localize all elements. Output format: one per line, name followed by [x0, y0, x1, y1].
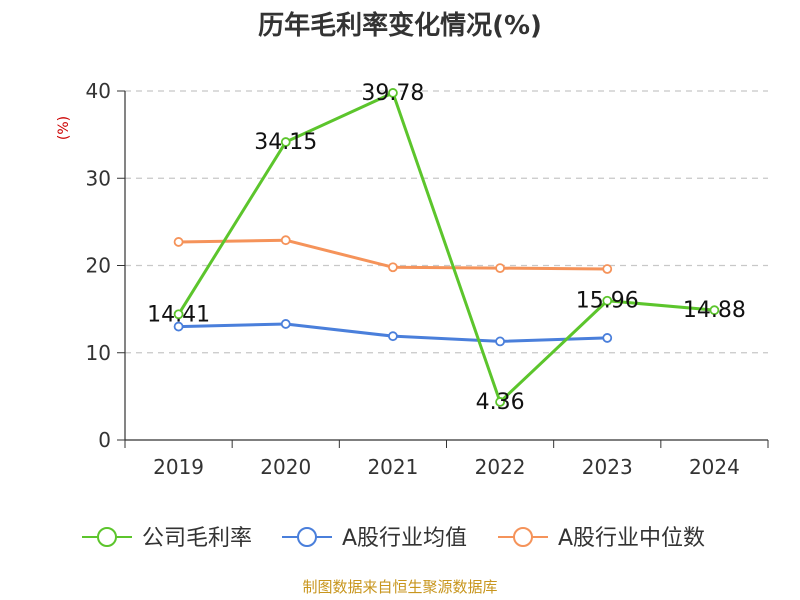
gridlines [125, 90, 768, 354]
x-tick-label: 2020 [260, 455, 311, 479]
data-point [173, 309, 184, 320]
data-point [173, 321, 184, 332]
data-point [495, 397, 505, 407]
legend-label: 公司毛利率 [142, 526, 252, 551]
data-label: 34.15 [254, 130, 317, 155]
x-tick-label: 2021 [367, 455, 418, 479]
x-tick-label: 2022 [475, 455, 526, 479]
series-line [177, 91, 715, 404]
data-point [602, 295, 613, 306]
data-label: 14.41 [147, 302, 210, 327]
data-point [602, 264, 613, 274]
data-point [709, 305, 720, 316]
data-point [495, 263, 505, 274]
data-point [388, 88, 398, 98]
chart-title: 历年毛利率变化情况(%) [258, 10, 542, 41]
legend-item-3: A股行业中位数 [498, 526, 705, 551]
series-1: 14.41 34.15 39.78 4.36 15.96 14.88 [147, 81, 746, 415]
data-label: 4.36 [476, 390, 525, 415]
data-label: 39.78 [361, 81, 424, 106]
legend-marker [513, 527, 533, 547]
axes: 0 10 20 30 40 2019 2020 2021 2022 2023 2024 [86, 79, 769, 479]
x-tick-label: 2019 [153, 455, 204, 479]
y-tick-label: 20 [86, 254, 111, 278]
series-3 [173, 235, 613, 274]
data-point [495, 336, 505, 347]
legend-item-1: 公司毛利率 [82, 526, 252, 551]
source-credit: 制图数据来自恒生聚源数据库 [302, 578, 497, 596]
series-2 [173, 319, 613, 347]
legend-marker [297, 527, 317, 547]
data-point [602, 333, 613, 343]
y-tick-label: 30 [86, 166, 111, 190]
x-tick-label: 2023 [582, 455, 633, 479]
y-tick-label: 10 [86, 341, 111, 365]
legend-item-2: A股行业均值 [282, 526, 467, 551]
y-axis-label: (%) [56, 116, 72, 140]
data-point [173, 237, 184, 247]
data-label: 14.88 [683, 298, 746, 323]
data-point [280, 235, 291, 246]
legend-label: A股行业中位数 [558, 526, 705, 551]
data-label: 15.96 [576, 289, 639, 314]
x-tick-label: 2024 [689, 455, 740, 479]
data-point [388, 331, 398, 342]
y-tick-label: 40 [86, 79, 111, 103]
data-point [280, 137, 291, 147]
series-layer: 14.41 34.15 39.78 4.36 15.96 14.88 [147, 81, 746, 415]
y-tick-label: 0 [98, 428, 111, 452]
legend-marker [97, 527, 117, 547]
legend-label: A股行业均值 [342, 526, 467, 551]
data-point [280, 319, 291, 329]
data-point [388, 262, 398, 273]
legend: 公司毛利率 A股行业均值 A股行业中位数 [82, 526, 705, 551]
